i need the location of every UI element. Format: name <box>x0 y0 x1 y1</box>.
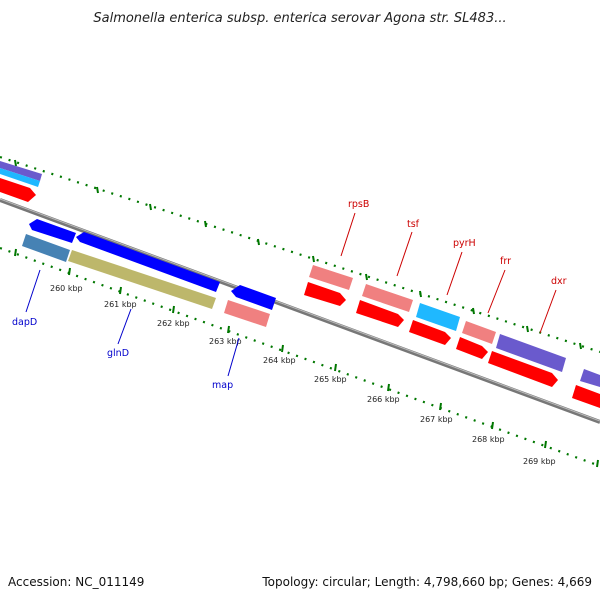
ruler-label: 263 kbp <box>209 337 242 346</box>
inner-dotted-track <box>0 246 600 468</box>
outer-tick <box>149 203 152 211</box>
cds-feature-blue <box>76 232 220 292</box>
outer-tick <box>96 186 99 194</box>
cds-feature-blue <box>29 219 76 243</box>
genome-title: Salmonella enterica subsp. enterica sero… <box>93 11 506 26</box>
inner-tick <box>544 440 547 449</box>
label-leader <box>117 308 132 345</box>
gene-feature-pink <box>362 284 413 312</box>
outer-tick <box>14 159 17 167</box>
outer-tick <box>257 238 260 246</box>
inner-tick <box>172 305 175 314</box>
cds-feature-red <box>356 300 404 327</box>
outer-tick <box>472 307 475 315</box>
label-leader <box>487 269 506 314</box>
inner-tick <box>227 325 230 334</box>
cds-feature-red <box>456 337 488 359</box>
outer-tick <box>204 220 207 228</box>
gene-label-dxr: dxr <box>551 276 567 287</box>
gene-feature-pink <box>462 321 496 344</box>
accession-text: Accession: NC_011149 <box>8 575 144 589</box>
cds-feature-blue <box>231 285 276 310</box>
label-leader <box>396 231 413 277</box>
genome-backbone <box>0 198 600 424</box>
cds-feature-red <box>0 178 36 202</box>
genome-backbone-highlight <box>0 198 600 422</box>
outer-tick <box>579 342 582 350</box>
inner-tick <box>596 459 599 468</box>
gene-feature-cyan <box>0 168 40 187</box>
gene-label-dapD: dapD <box>12 317 37 328</box>
inner-tick <box>387 383 390 392</box>
gene-feature-cyan <box>416 303 460 331</box>
ruler-label: 265 kbp <box>314 375 347 384</box>
outer-tick <box>312 255 315 263</box>
gene-feature-slate <box>496 334 566 372</box>
label-leader <box>446 251 463 296</box>
inner-tick <box>119 286 122 295</box>
label-leader <box>25 269 41 313</box>
ruler-label: 269 kbp <box>523 457 556 466</box>
ruler-label: 261 kbp <box>104 300 137 309</box>
forward-gene-labels: rpsB tsf pyrH frr dxr <box>340 199 567 334</box>
ruler-label: 260 kbp <box>50 284 83 293</box>
inner-tick <box>439 402 442 411</box>
ruler-label: 264 kbp <box>263 356 296 365</box>
gene-label-map: map <box>212 380 233 391</box>
label-leader <box>340 212 356 257</box>
gene-feature-khaki <box>68 250 216 309</box>
cds-feature-red <box>572 385 600 408</box>
ruler-label: 267 kbp <box>420 415 453 424</box>
label-leader <box>227 337 240 377</box>
cds-feature-red <box>488 351 558 387</box>
cds-feature-red <box>409 320 451 345</box>
reverse-gene-labels: dapD glnD map <box>12 269 240 391</box>
label-leader <box>539 289 557 334</box>
inner-tick <box>68 267 71 276</box>
gene-label-rpsB: rpsB <box>348 199 369 210</box>
gene-feature-pink <box>224 300 270 327</box>
gene-feature-pink <box>309 265 353 290</box>
gene-feature-slate <box>0 161 42 181</box>
inner-tick <box>334 363 337 372</box>
ruler-label: 262 kbp <box>157 319 190 328</box>
inner-tick <box>14 248 17 257</box>
ruler-label: 266 kbp <box>367 395 400 404</box>
ruler-label: 268 kbp <box>472 435 505 444</box>
gene-label-glnD: glnD <box>107 348 129 359</box>
outer-tick <box>526 325 529 333</box>
cds-feature-red <box>304 282 346 306</box>
gene-label-frr: frr <box>500 256 511 267</box>
inner-tick <box>281 344 284 353</box>
topology-summary: Topology: circular; Length: 4,798,660 bp… <box>261 575 592 589</box>
inner-tick <box>491 421 494 430</box>
gene-label-pyrH: pyrH <box>453 238 476 249</box>
outer-major-ticks <box>14 159 582 350</box>
outer-dotted-track <box>0 155 600 354</box>
gene-feature-slate <box>580 369 600 387</box>
outer-tick <box>419 290 422 298</box>
gene-label-tsf: tsf <box>407 219 420 230</box>
outer-tick <box>365 273 368 281</box>
gene-feature-steelblue <box>22 234 70 262</box>
inner-major-ticks <box>14 248 599 468</box>
